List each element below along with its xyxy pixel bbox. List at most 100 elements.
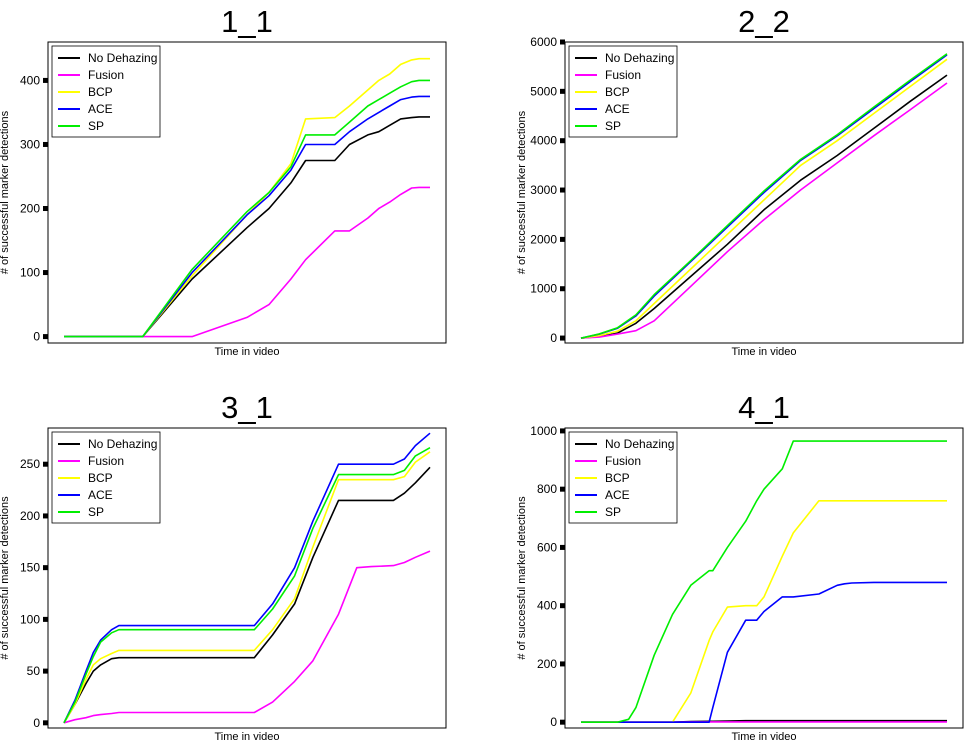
panel-4-1-legend-label-sp: SP	[605, 505, 621, 519]
panel-1-1-series-no-dehazing	[64, 116, 430, 338]
panel-1-1-series-bcp	[64, 57, 430, 338]
panel-4-1-series-sp	[581, 440, 947, 724]
panel-2-2-ytick-mark	[560, 236, 565, 242]
panel-4-1: 4_1 0 200 400 600 800 1000 Time in video # of su…	[516, 390, 964, 743]
panel-4-1-ytick-label: 600	[537, 540, 557, 554]
panel-4-1-ytick-label: 400	[537, 599, 557, 613]
panel-3-1: 3_1 0 50 100 150 200 250 Time in video # of succ…	[0, 390, 447, 743]
panel-3-1-series-sp	[63, 447, 431, 724]
panel-2-2-ytick-mark	[560, 39, 565, 45]
panel-2-2: 2_2 0 1000 2000 3000 4000 5000 6000 Time in vide…	[516, 4, 964, 358]
panel-4-1-ytick-label: 200	[537, 657, 557, 671]
panel-2-2-ylabel: # of successful marker detections	[516, 110, 528, 274]
panel-2-2-ytick-label: 0	[550, 331, 557, 345]
panel-2-2-xlabel: Time in video	[731, 346, 796, 358]
panel-4-1-ylabel: # of successful marker detections	[516, 496, 528, 660]
panel-4-1-legend-label-fusion: Fusion	[605, 454, 641, 468]
panel-2-2-ytick-label: 6000	[530, 35, 557, 49]
panel-3-1-ytick-mark	[43, 616, 48, 622]
panel-3-1-series-no-dehazing	[63, 466, 431, 724]
panel-1-1-legend-label-fusion: Fusion	[88, 68, 124, 82]
panel-2-2-ytick-label: 5000	[530, 84, 557, 98]
panel-3-1-title: 3_1	[221, 390, 273, 425]
panel-1-1: 1_1 0 100 200 300 400 Time in video # of succes…	[0, 4, 447, 358]
panel-2-2-series-no-dehazing	[580, 74, 948, 339]
panel-1-1-ylabel: # of successful marker detections	[0, 110, 11, 274]
panel-3-1-legend-label-bcp: BCP	[88, 471, 113, 485]
panel-1-1-series-ace	[64, 95, 430, 338]
panel-1-1-ytick-mark	[43, 270, 48, 276]
panel-2-2-legend: No Dehazing Fusion BCP ACE SP	[568, 45, 678, 138]
panel-3-1-ylabel: # of successful marker detections	[0, 496, 11, 660]
panel-2-2-ytick-mark	[560, 286, 565, 292]
panel-3-1-ytick-label: 200	[20, 509, 40, 523]
panel-3-1-ytick-label: 250	[20, 457, 40, 471]
panel-1-1-ytick-mark	[43, 77, 48, 83]
panel-2-2-ytick-label: 3000	[530, 183, 557, 197]
panel-3-1-ytick-mark	[43, 565, 48, 571]
panel-1-1-ytick-label: 200	[20, 202, 40, 216]
panel-3-1-legend-label-sp: SP	[88, 505, 104, 519]
panel-1-1-ytick-mark	[43, 141, 48, 147]
panel-3-1-ytick-label: 50	[27, 664, 41, 678]
panel-2-2-ytick-label: 2000	[530, 232, 557, 246]
panel-4-1-ytick-mark	[560, 719, 565, 725]
panel-4-1-ytick-mark	[560, 661, 565, 667]
panel-4-1-ytick-mark	[560, 603, 565, 609]
panel-3-1-legend: No Dehazing Fusion BCP ACE SP	[51, 431, 161, 524]
panel-1-1-legend-label-ace: ACE	[88, 102, 113, 116]
panel-4-1-title: 4_1	[738, 390, 790, 425]
panel-2-2-series-fusion	[580, 82, 948, 339]
panel-4-1-legend-label-bcp: BCP	[605, 471, 630, 485]
panel-3-1-ytick-mark	[43, 720, 48, 726]
panel-1-1-legend-label-bcp: BCP	[88, 85, 113, 99]
panel-1-1-ytick-label: 100	[20, 266, 40, 280]
panel-3-1-legend-label-no-dehazing: No Dehazing	[88, 437, 157, 451]
panel-2-2-ytick-mark	[560, 335, 565, 341]
panel-4-1-legend-label-no-dehazing: No Dehazing	[605, 437, 674, 451]
panel-1-1-ytick-label: 300	[20, 137, 40, 151]
panel-1-1-legend-label-no-dehazing: No Dehazing	[88, 51, 157, 65]
panel-4-1-ytick-label: 1000	[530, 424, 557, 438]
panel-4-1-ytick-mark	[560, 428, 565, 434]
panel-3-1-legend-label-fusion: Fusion	[88, 454, 124, 468]
panel-1-1-legend: No Dehazing Fusion BCP ACE SP	[51, 45, 161, 138]
panel-1-1-xlabel: Time in video	[214, 346, 279, 358]
panel-2-2-legend-label-fusion: Fusion	[605, 68, 641, 82]
panel-4-1-ytick-mark	[560, 486, 565, 492]
panel-3-1-ytick-mark	[43, 513, 48, 519]
panel-4-1-legend-label-ace: ACE	[605, 488, 630, 502]
panel-4-1-xlabel: Time in video	[731, 731, 796, 743]
panel-4-1-ytick-mark	[560, 544, 565, 550]
panel-3-1-ytick-label: 0	[33, 716, 40, 730]
panel-3-1-ytick-mark	[43, 461, 48, 467]
panel-3-1-series-bcp	[63, 451, 431, 724]
panel-1-1-series-sp	[64, 79, 430, 338]
panel-2-2-series-sp	[580, 53, 948, 339]
panel-1-1-ytick-label: 400	[20, 73, 40, 87]
panel-2-2-title: 2_2	[738, 4, 790, 39]
panel-1-1-ytick-mark	[43, 206, 48, 212]
panel-2-2-legend-label-no-dehazing: No Dehazing	[605, 51, 674, 65]
panel-1-1-legend-label-sp: SP	[88, 119, 104, 133]
panel-3-1-ytick-mark	[43, 668, 48, 674]
panel-2-2-ytick-mark	[560, 88, 565, 94]
panel-2-2-series-bcp	[580, 58, 948, 339]
panel-3-1-series-fusion	[63, 550, 431, 724]
panel-1-1-series-fusion	[64, 186, 430, 338]
panel-1-1-ytick-label: 0	[33, 330, 40, 344]
panel-2-2-ytick-label: 4000	[530, 134, 557, 148]
panel-1-1-title: 1_1	[221, 4, 273, 39]
panel-4-1-legend: No Dehazing Fusion BCP ACE SP	[568, 431, 678, 524]
panel-3-1-xlabel: Time in video	[214, 731, 279, 743]
panel-3-1-ytick-label: 150	[20, 561, 40, 575]
panel-4-1-ytick-label: 800	[537, 482, 557, 496]
panel-2-2-ytick-label: 1000	[530, 282, 557, 296]
panel-3-1-ytick-label: 100	[20, 612, 40, 626]
panel-3-1-series-ace	[63, 432, 431, 724]
panel-2-2-legend-label-bcp: BCP	[605, 85, 630, 99]
panel-4-1-ytick-label: 0	[550, 715, 557, 729]
panel-3-1-legend-label-ace: ACE	[88, 488, 113, 502]
panel-2-2-legend-label-sp: SP	[605, 119, 621, 133]
